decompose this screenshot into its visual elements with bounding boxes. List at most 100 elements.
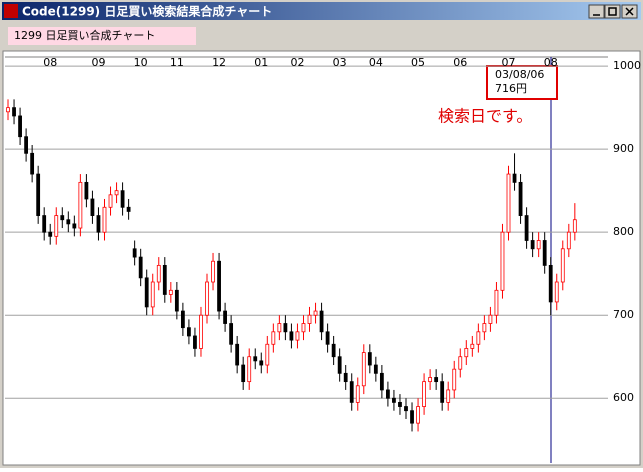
- candle-body: [434, 377, 439, 383]
- candle-body: [54, 215, 59, 237]
- header-label: 1299 日足買い合成チャート: [14, 28, 155, 42]
- candle-body: [524, 215, 529, 241]
- candle-body: [325, 331, 330, 345]
- candle-body: [193, 335, 197, 349]
- candle-body: [542, 240, 547, 266]
- minimize-button[interactable]: [588, 4, 605, 19]
- y-tick-label: 900: [613, 142, 634, 155]
- candle-body: [470, 343, 475, 349]
- app-icon: [4, 4, 18, 18]
- x-tick-label: 10: [134, 56, 148, 69]
- candle-body: [319, 310, 324, 333]
- candle-body: [253, 356, 258, 362]
- candle-body: [205, 281, 209, 316]
- y-tick-label: 1000: [613, 59, 641, 72]
- candle-body: [428, 377, 433, 383]
- candle-body: [36, 173, 41, 216]
- title-bar: [2, 2, 641, 20]
- candle-body: [392, 397, 396, 403]
- maximize-button[interactable]: [604, 4, 621, 19]
- candle-body: [24, 136, 29, 154]
- x-tick-label: 06: [453, 56, 467, 69]
- candle-body: [482, 323, 487, 333]
- candle-body: [331, 343, 336, 358]
- candle-body: [301, 323, 306, 333]
- candle-body: [12, 107, 16, 117]
- candle-body: [572, 219, 577, 233]
- annotation-note: 検索日です。: [438, 107, 532, 126]
- candle-body: [386, 389, 390, 399]
- x-tick-label: 04: [369, 56, 383, 69]
- x-tick-label: 11: [170, 56, 184, 69]
- annotation-price: 716円: [495, 82, 527, 95]
- candle-body: [235, 343, 240, 366]
- candle-body: [446, 389, 451, 403]
- candle-body: [247, 356, 252, 383]
- x-tick-label: 03: [333, 56, 347, 69]
- candle-body: [144, 277, 149, 308]
- x-tick-label: 02: [290, 56, 304, 69]
- candle-body: [554, 281, 559, 303]
- candle-body: [138, 256, 143, 279]
- x-tick-label: 09: [91, 56, 105, 69]
- candle-body: [60, 215, 65, 221]
- candle-body: [343, 372, 348, 383]
- candle-body: [398, 401, 402, 407]
- candle-body: [416, 406, 420, 424]
- candle-body: [96, 215, 101, 233]
- candle-body: [132, 248, 137, 258]
- y-tick-label: 800: [613, 225, 634, 238]
- candle-body: [211, 260, 215, 283]
- candle-body: [295, 331, 300, 341]
- candle-body: [162, 264, 167, 295]
- candle-body: [90, 198, 95, 216]
- candle-body: [367, 352, 372, 366]
- candle-body: [241, 364, 246, 383]
- candle-body: [488, 314, 493, 324]
- candle-body: [530, 240, 535, 250]
- candle-body: [289, 331, 294, 341]
- candle-body: [536, 240, 541, 250]
- y-tick-label: 700: [613, 308, 634, 321]
- candle-body: [404, 406, 408, 412]
- candle-body: [458, 356, 463, 370]
- window-title: Code(1299) 日足買い検索結果合成チャート: [22, 4, 272, 19]
- candle-body: [180, 310, 185, 329]
- candle-body: [120, 190, 125, 208]
- candle-body: [168, 289, 173, 295]
- candle-body: [102, 206, 107, 233]
- candle-body: [337, 356, 342, 374]
- x-tick-label: 08: [544, 56, 558, 69]
- candle-body: [313, 310, 318, 316]
- candle-body: [126, 206, 131, 212]
- candle-body: [277, 323, 282, 333]
- x-tick-label: 05: [411, 56, 425, 69]
- candle-body: [379, 372, 384, 391]
- candle-body: [361, 352, 366, 387]
- candle-body: [548, 264, 553, 303]
- x-tick-label: 12: [212, 56, 226, 69]
- candle-body: [108, 194, 113, 208]
- candle-body: [6, 107, 10, 113]
- chart-area: [2, 50, 641, 466]
- y-tick-label: 600: [613, 391, 634, 404]
- candle-body: [464, 348, 469, 358]
- candle-body: [114, 190, 119, 196]
- candle-body: [199, 314, 203, 349]
- candle-body: [265, 343, 270, 366]
- candle-body: [18, 115, 22, 138]
- window-button-glyphs: [593, 7, 634, 16]
- candle-body: [452, 368, 457, 391]
- candle-body: [422, 381, 426, 407]
- candle-body: [410, 410, 414, 424]
- x-tick-label: 01: [254, 56, 268, 69]
- candle-body: [150, 281, 155, 308]
- candle-body: [229, 323, 234, 345]
- candle-body: [476, 331, 481, 345]
- candle-body: [440, 381, 445, 403]
- candle-body: [84, 181, 89, 200]
- candle-body: [512, 173, 517, 183]
- candle-body: [307, 314, 312, 324]
- candle-body: [355, 385, 360, 403]
